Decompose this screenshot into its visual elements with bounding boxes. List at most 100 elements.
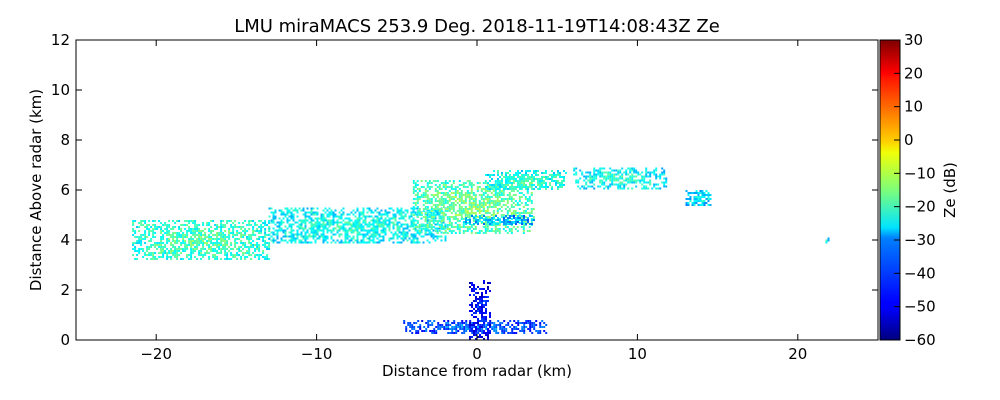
echo-pixel [457,326,460,328]
echo-pixel [436,227,439,230]
echo-pixel [250,258,253,260]
echo-pixel [344,221,347,224]
echo-pixel [380,235,383,238]
echo-pixel [316,207,319,210]
echo-pixel [162,236,165,238]
echo-pixel [194,256,197,258]
echo-pixel [485,296,487,298]
echo-pixel [242,230,245,232]
echo-pixel [465,322,468,324]
echo-pixel [500,206,503,208]
echo-pixel [382,239,385,242]
echo-pixel [621,177,624,180]
echo-pixel [180,258,183,260]
echo-pixel [246,256,249,258]
echo-pixel [148,234,151,236]
echo-pixel [597,173,600,176]
echo-pixel [178,240,181,242]
echo-pixel [154,236,157,238]
echo-pixel [136,236,139,238]
echo-pixel [192,238,195,240]
echo-pixel [330,223,333,226]
echo-pixel [419,328,422,330]
echo-pixel [252,226,255,228]
echo-pixel [601,171,604,174]
echo-pixel [475,328,477,330]
echo-pixel [444,182,447,184]
echo-pixel [492,200,495,202]
echo-pixel [398,209,401,212]
echo-pixel [705,198,708,200]
echo-pixel [228,232,231,234]
echo-pixel [206,250,209,252]
echo-pixel [543,322,546,324]
echo-pixel [483,296,485,298]
echo-pixel [340,217,343,220]
echo-pixel [378,239,381,242]
echo-pixel [489,290,491,292]
echo-pixel [655,175,658,178]
echo-pixel [440,220,443,222]
echo-pixel [494,200,497,202]
echo-pixel [528,212,531,214]
echo-pixel [428,211,431,214]
echo-pixel [312,227,315,230]
echo-pixel [541,176,543,178]
echo-pixel [316,227,319,230]
echo-pixel [427,320,430,322]
echo-pixel [402,239,405,242]
echo-pixel [152,236,155,238]
y-axis-label: Distance Above radar (km) [27,89,45,291]
echo-pixel [461,332,464,334]
echo-pixel [164,228,167,230]
echo-pixel [497,223,499,225]
echo-pixel [240,226,243,228]
echo-pixel [611,181,614,184]
echo-pixel [685,202,688,204]
echo-pixel [513,180,515,182]
echo-pixel [252,228,255,230]
echo-pixel [406,227,409,230]
echo-pixel [512,206,515,208]
echo-pixel [530,212,533,214]
echo-pixel [490,228,493,230]
echo-pixel [184,234,187,236]
echo-pixel [334,209,337,212]
echo-pixel [432,226,435,228]
echo-pixel [220,238,223,240]
echo-pixel [358,227,361,230]
echo-pixel [428,202,431,204]
echo-pixel [440,224,443,226]
echo-pixel [150,240,153,242]
echo-pixel [452,202,455,204]
echo-pixel [140,242,143,244]
echo-pixel [420,186,423,188]
echo-pixel [491,219,493,221]
echo-pixel [150,226,153,228]
echo-pixel [478,230,481,232]
echo-pixel [180,244,183,246]
echo-pixel [160,238,163,240]
echo-pixel [436,209,439,212]
echo-pixel [466,194,469,196]
echo-pixel [266,258,269,260]
echo-pixel [535,186,537,188]
echo-pixel [526,198,529,200]
echo-pixel [348,241,351,244]
echo-pixel [278,241,281,244]
echo-pixel [432,194,435,196]
echo-pixel [140,238,143,240]
echo-pixel [441,326,444,328]
echo-pixel [463,328,466,330]
echo-pixel [196,244,199,246]
echo-pixel [404,213,407,216]
echo-pixel [450,202,453,204]
echo-pixel [515,217,517,219]
echo-pixel [525,320,528,322]
echo-pixel [442,186,445,188]
echo-pixel [306,211,309,214]
echo-pixel [491,221,493,223]
echo-pixel [330,231,333,234]
echo-pixel [627,167,630,170]
echo-pixel [621,187,624,190]
